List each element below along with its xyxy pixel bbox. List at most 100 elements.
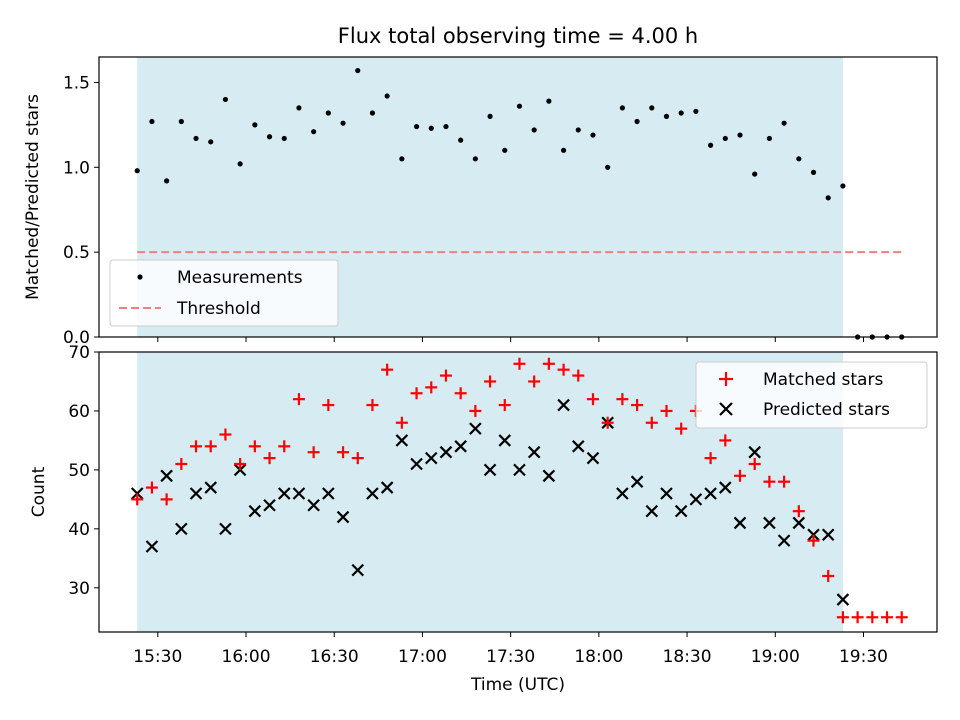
measurement-point bbox=[355, 67, 361, 74]
matched-star-point bbox=[704, 452, 717, 465]
matched-star-point bbox=[528, 375, 541, 388]
predicted-star-point bbox=[748, 445, 761, 459]
predicted-star-point bbox=[439, 445, 453, 459]
bottom-y-ticks: 30 40 50 60 70 bbox=[68, 343, 99, 599]
y-tick-label: 40 bbox=[68, 520, 90, 540]
measurement-point bbox=[707, 142, 714, 148]
predicted-star-point bbox=[586, 451, 600, 465]
x-axis-label: Time (UTC) bbox=[470, 675, 565, 695]
matched-star-point bbox=[278, 440, 291, 453]
measurement-point bbox=[311, 129, 317, 135]
predicted-star-point bbox=[322, 487, 335, 500]
predicted-star-point bbox=[542, 469, 556, 483]
measurement-point bbox=[840, 183, 846, 189]
predicted-star-point bbox=[307, 498, 320, 512]
matched-star-point bbox=[675, 422, 688, 435]
matched-star-point bbox=[513, 357, 526, 370]
matched-star-point bbox=[542, 357, 555, 370]
y-tick-label: 30 bbox=[68, 579, 90, 599]
predicted-stars-points bbox=[130, 398, 850, 606]
predicted-star-point bbox=[674, 504, 688, 518]
measurement-point bbox=[413, 123, 420, 130]
measurement-point bbox=[766, 135, 773, 142]
matched-star-point bbox=[498, 399, 511, 412]
matched-star-point bbox=[660, 404, 673, 417]
measurement-point bbox=[605, 164, 611, 170]
predicted-star-point bbox=[175, 522, 188, 536]
measurement-point bbox=[634, 118, 640, 125]
matched-star-point bbox=[572, 369, 585, 382]
chart-title: Flux total observing time = 4.00 h bbox=[338, 24, 698, 48]
measurement-point bbox=[575, 127, 581, 133]
measurement-point bbox=[164, 178, 170, 184]
predicted-star-point bbox=[366, 487, 379, 500]
measurement-point bbox=[737, 132, 743, 138]
measurement-point bbox=[281, 135, 287, 142]
measurement-point bbox=[458, 137, 464, 143]
matched-star-point bbox=[219, 428, 232, 441]
measurement-point bbox=[399, 156, 405, 162]
legend-box bbox=[695, 361, 928, 429]
legend-label-measurements: Measurements bbox=[177, 268, 303, 288]
measurement-point bbox=[193, 135, 199, 142]
matched-star-point bbox=[792, 505, 805, 518]
y-tick-label: 1.5 bbox=[63, 73, 90, 93]
bottom-axes-frame bbox=[98, 351, 938, 633]
bottom-x-ticks: 15:30 16:00 16:30 17:00 17:30 18:00 18:30 19:00… bbox=[133, 632, 888, 667]
matched-star-point bbox=[204, 440, 217, 453]
matched-star-point bbox=[616, 393, 629, 406]
measurement-point bbox=[810, 169, 817, 175]
measurement-point bbox=[178, 118, 184, 125]
predicted-star-point bbox=[380, 481, 394, 494]
measurement-point bbox=[428, 125, 434, 131]
measurement-point bbox=[590, 132, 596, 138]
predicted-star-point bbox=[189, 487, 203, 500]
matched-star-point bbox=[248, 440, 261, 453]
matched-star-point bbox=[645, 416, 658, 429]
predicted-star-point bbox=[277, 487, 291, 500]
matched-star-point bbox=[733, 469, 746, 482]
y-tick-label: 50 bbox=[68, 461, 90, 481]
predicted-star-point bbox=[821, 528, 835, 542]
matched-star-point bbox=[292, 393, 305, 406]
matched-star-point bbox=[439, 369, 452, 382]
measurement-point bbox=[722, 135, 728, 142]
matched-star-point bbox=[866, 611, 879, 624]
measurement-point bbox=[443, 123, 449, 130]
measurement-point bbox=[222, 96, 229, 103]
predicted-star-point bbox=[395, 434, 409, 447]
matched-star-point bbox=[395, 416, 408, 429]
measurement-point bbox=[619, 105, 625, 111]
top-legend: Measurements Threshold bbox=[109, 259, 339, 327]
matched-star-point bbox=[322, 399, 335, 412]
predicted-star-point bbox=[763, 516, 776, 530]
measurement-point bbox=[134, 168, 140, 174]
matched-star-point bbox=[454, 387, 467, 400]
matched-star-point bbox=[586, 393, 599, 406]
matched-star-point bbox=[484, 375, 497, 388]
x-tick-label: 19:00 bbox=[751, 647, 800, 667]
measurement-point bbox=[796, 156, 802, 162]
top-y-ticks: 0.0 0.5 1.0 1.5 bbox=[63, 73, 99, 348]
matched-star-point bbox=[851, 611, 864, 624]
matched-star-point bbox=[601, 416, 614, 429]
predicted-star-point bbox=[689, 493, 703, 506]
matched-star-point bbox=[337, 446, 350, 459]
matched-star-point bbox=[410, 387, 423, 400]
legend-marker-measurements bbox=[137, 274, 143, 280]
legend-label-matched: Matched stars bbox=[763, 370, 883, 390]
measurement-point bbox=[208, 139, 214, 145]
predicted-star-point bbox=[513, 463, 526, 477]
top-axes-frame bbox=[98, 56, 938, 338]
measurement-point bbox=[825, 195, 831, 201]
matched-star-point bbox=[145, 481, 158, 494]
measurement-point bbox=[252, 122, 258, 128]
matched-star-point bbox=[190, 440, 203, 453]
measurement-points bbox=[134, 67, 905, 340]
matched-stars-points bbox=[131, 357, 908, 624]
measurement-point bbox=[502, 147, 508, 153]
y-tick-label: 0.0 bbox=[63, 328, 90, 348]
matched-star-point bbox=[469, 404, 482, 417]
measurement-point bbox=[752, 171, 758, 177]
